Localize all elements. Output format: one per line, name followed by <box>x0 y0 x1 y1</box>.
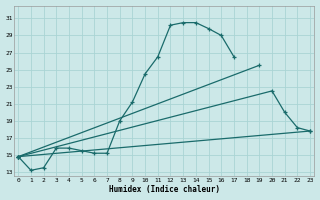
X-axis label: Humidex (Indice chaleur): Humidex (Indice chaleur) <box>109 185 220 194</box>
